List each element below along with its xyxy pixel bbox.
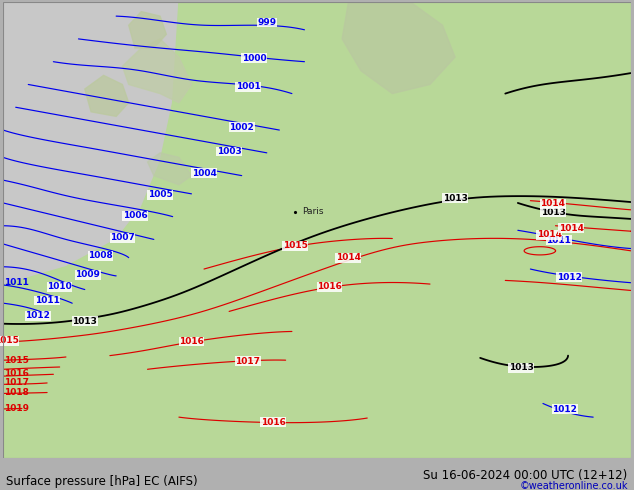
Text: 999: 999 bbox=[257, 18, 276, 27]
Polygon shape bbox=[129, 12, 166, 48]
Text: 1014: 1014 bbox=[537, 230, 562, 239]
Text: 1014: 1014 bbox=[541, 199, 566, 208]
Text: 1016: 1016 bbox=[4, 369, 29, 378]
Text: 1013: 1013 bbox=[541, 208, 566, 217]
Text: 1016: 1016 bbox=[261, 417, 285, 427]
Polygon shape bbox=[342, 2, 455, 94]
Text: 1012: 1012 bbox=[25, 312, 50, 320]
Text: 1011: 1011 bbox=[4, 278, 29, 287]
Text: 1013: 1013 bbox=[443, 194, 467, 203]
Text: 1002: 1002 bbox=[230, 123, 254, 132]
Text: 1004: 1004 bbox=[191, 169, 216, 178]
Text: ©weatheronline.co.uk: ©weatheronline.co.uk bbox=[519, 481, 628, 490]
Text: 1015: 1015 bbox=[4, 356, 29, 365]
Polygon shape bbox=[148, 153, 191, 185]
Text: 1010: 1010 bbox=[48, 282, 72, 292]
Text: 1007: 1007 bbox=[110, 233, 135, 242]
Polygon shape bbox=[3, 2, 631, 458]
Polygon shape bbox=[85, 75, 129, 116]
Text: 1013: 1013 bbox=[508, 364, 533, 372]
Text: 1001: 1001 bbox=[236, 82, 261, 91]
Polygon shape bbox=[122, 39, 191, 103]
Text: 1017: 1017 bbox=[235, 357, 261, 366]
Text: 1019: 1019 bbox=[4, 404, 29, 413]
Text: 1009: 1009 bbox=[75, 270, 100, 279]
Text: 1017: 1017 bbox=[4, 378, 29, 388]
Text: 1006: 1006 bbox=[122, 211, 147, 220]
Text: 1014: 1014 bbox=[559, 223, 584, 233]
Text: 1005: 1005 bbox=[148, 190, 172, 199]
Text: 1003: 1003 bbox=[217, 147, 242, 156]
Text: 1015: 1015 bbox=[0, 336, 19, 345]
Text: 1012: 1012 bbox=[552, 405, 578, 414]
Text: 1012: 1012 bbox=[557, 273, 582, 282]
Text: 1015: 1015 bbox=[283, 241, 307, 250]
Text: 1011: 1011 bbox=[35, 296, 60, 305]
Text: 1016: 1016 bbox=[317, 282, 342, 292]
Text: 1016: 1016 bbox=[179, 337, 204, 346]
Text: 1000: 1000 bbox=[242, 53, 266, 63]
Text: Paris: Paris bbox=[302, 207, 323, 216]
Text: 1008: 1008 bbox=[88, 251, 113, 260]
Text: Su 16-06-2024 00:00 UTC (12+12): Su 16-06-2024 00:00 UTC (12+12) bbox=[424, 469, 628, 482]
Text: 1018: 1018 bbox=[4, 388, 29, 396]
Text: 1014: 1014 bbox=[336, 253, 361, 262]
Text: Surface pressure [hPa] EC (AIFS): Surface pressure [hPa] EC (AIFS) bbox=[6, 475, 198, 488]
Text: 1011: 1011 bbox=[547, 236, 571, 245]
Text: 1013: 1013 bbox=[72, 317, 97, 326]
